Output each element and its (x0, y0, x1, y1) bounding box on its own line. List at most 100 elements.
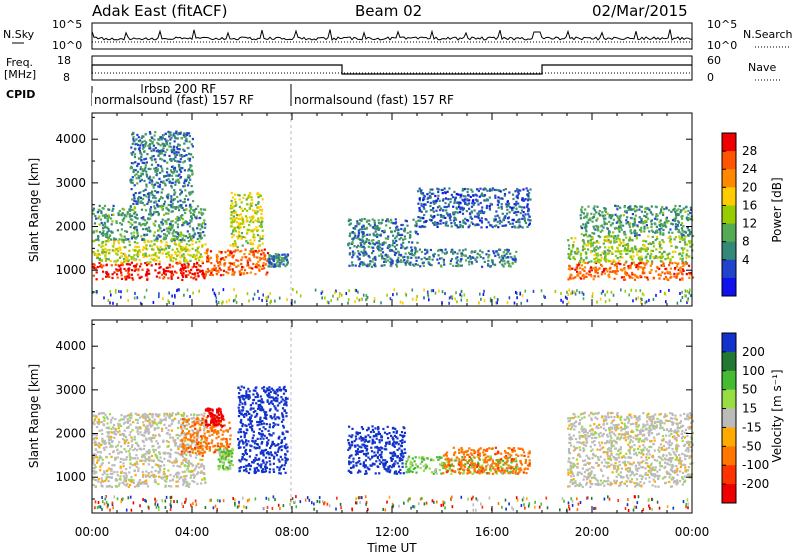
power-echo-cell (478, 253, 481, 257)
vel-echo-cell (134, 485, 137, 488)
power-noise-cell (496, 298, 499, 302)
power-echo-cell (241, 209, 244, 212)
power-echo-cell (689, 271, 692, 275)
power-echo-cell (146, 268, 149, 271)
power-echo-cell (98, 257, 101, 260)
power-noise-cell (652, 297, 655, 301)
vel-echo-cell (202, 421, 205, 424)
power-echo-cell (616, 205, 620, 208)
power-echo-cell (638, 247, 641, 251)
power-echo-cell (163, 143, 166, 146)
power-echo-cell (156, 168, 159, 171)
power-echo-cell (197, 264, 200, 267)
power-echo-cell (633, 219, 637, 222)
power-echo-cell (363, 249, 366, 252)
power-echo-cell (224, 256, 227, 259)
power-echo-cell (403, 258, 406, 262)
power-echo-cell (258, 269, 261, 272)
power-echo-cell (262, 251, 265, 254)
power-echo-cell (504, 215, 507, 218)
vel-echo-cell (124, 440, 127, 443)
power-echo-cell (659, 232, 662, 235)
power-echo-cell (168, 222, 172, 225)
power-echo-cell (372, 246, 375, 249)
power-noise-cell (430, 289, 433, 293)
power-echo-cell (124, 238, 127, 241)
power-echo-cell (467, 226, 470, 229)
power-echo-cell (362, 262, 365, 265)
power-noise-cell (269, 292, 271, 296)
power-echo-cell (654, 231, 657, 234)
vel-echo-cell (101, 485, 104, 488)
power-echo-cell (682, 207, 685, 210)
power-echo-cell (151, 140, 154, 143)
vel-echo-cell (163, 412, 166, 415)
power-echo-cell (378, 243, 381, 246)
power-echo-cell (608, 273, 611, 276)
power-echo-cell (151, 190, 154, 193)
power-echo-cell (456, 256, 459, 259)
power-echo-cell (155, 275, 158, 278)
power-echo-cell (176, 250, 180, 253)
vel-echo-cell (147, 432, 150, 435)
power-echo-cell (105, 239, 108, 243)
power-echo-cell (219, 263, 222, 266)
power-echo-cell (165, 142, 168, 145)
power-echo-cell (465, 210, 468, 213)
power-echo-cell (614, 226, 618, 229)
power-echo-cell (503, 193, 507, 196)
power-echo-cell (112, 204, 115, 207)
power-echo-cell (574, 268, 577, 271)
power-echo-cell (457, 263, 460, 266)
power-echo-cell (579, 252, 582, 255)
power-echo-cell (167, 270, 170, 273)
power-echo-cell (446, 224, 449, 227)
power-echo-cell (414, 224, 417, 227)
power-echo-cell (280, 258, 283, 261)
power-echo-cell (137, 157, 141, 160)
power-echo-cell (255, 212, 258, 215)
power-echo-cell (614, 240, 617, 243)
vel-echo-cell (189, 476, 192, 479)
power-echo-cell (135, 142, 138, 145)
power-echo-cell (416, 241, 419, 244)
vel-echo-cell (108, 484, 111, 487)
vel-echo-cell (184, 448, 187, 451)
power-echo-cell (152, 176, 155, 179)
vel-echo-cell (174, 442, 177, 445)
power-echo-cell (149, 147, 152, 150)
power-echo-cell (527, 199, 530, 202)
power-echo-cell (361, 263, 364, 267)
power-echo-cell (100, 266, 104, 269)
power-echo-cell (98, 261, 101, 265)
power-echo-cell (395, 239, 398, 243)
power-echo-cell (284, 265, 287, 268)
power-echo-cell (117, 250, 120, 253)
power-echo-cell (393, 230, 396, 233)
power-echo-cell (350, 261, 354, 264)
power-echo-cell (175, 271, 178, 274)
power-echo-cell (504, 188, 507, 191)
power-echo-cell (404, 219, 407, 222)
power-echo-cell (501, 254, 504, 257)
power-echo-cell (602, 269, 605, 272)
power-echo-cell (429, 188, 432, 191)
power-echo-cell (606, 259, 609, 262)
power-echo-cell (586, 214, 589, 217)
power-echo-cell (658, 245, 661, 248)
power-echo-cell (664, 224, 667, 227)
power-echo-cell (254, 203, 258, 207)
power-echo-cell (134, 268, 137, 271)
power-echo-cell (617, 226, 620, 230)
power-echo-cell (165, 227, 168, 230)
power-echo-cell (153, 239, 156, 242)
power-echo-cell (437, 249, 440, 252)
power-echo-cell (238, 222, 241, 225)
power-echo-cell (679, 269, 682, 272)
power-noise-cell (258, 296, 260, 300)
power-echo-cell (159, 245, 162, 249)
power-echo-cell (125, 260, 128, 263)
power-echo-cell (441, 209, 445, 212)
power-echo-cell (449, 201, 452, 204)
power-noise-cell (114, 290, 117, 294)
